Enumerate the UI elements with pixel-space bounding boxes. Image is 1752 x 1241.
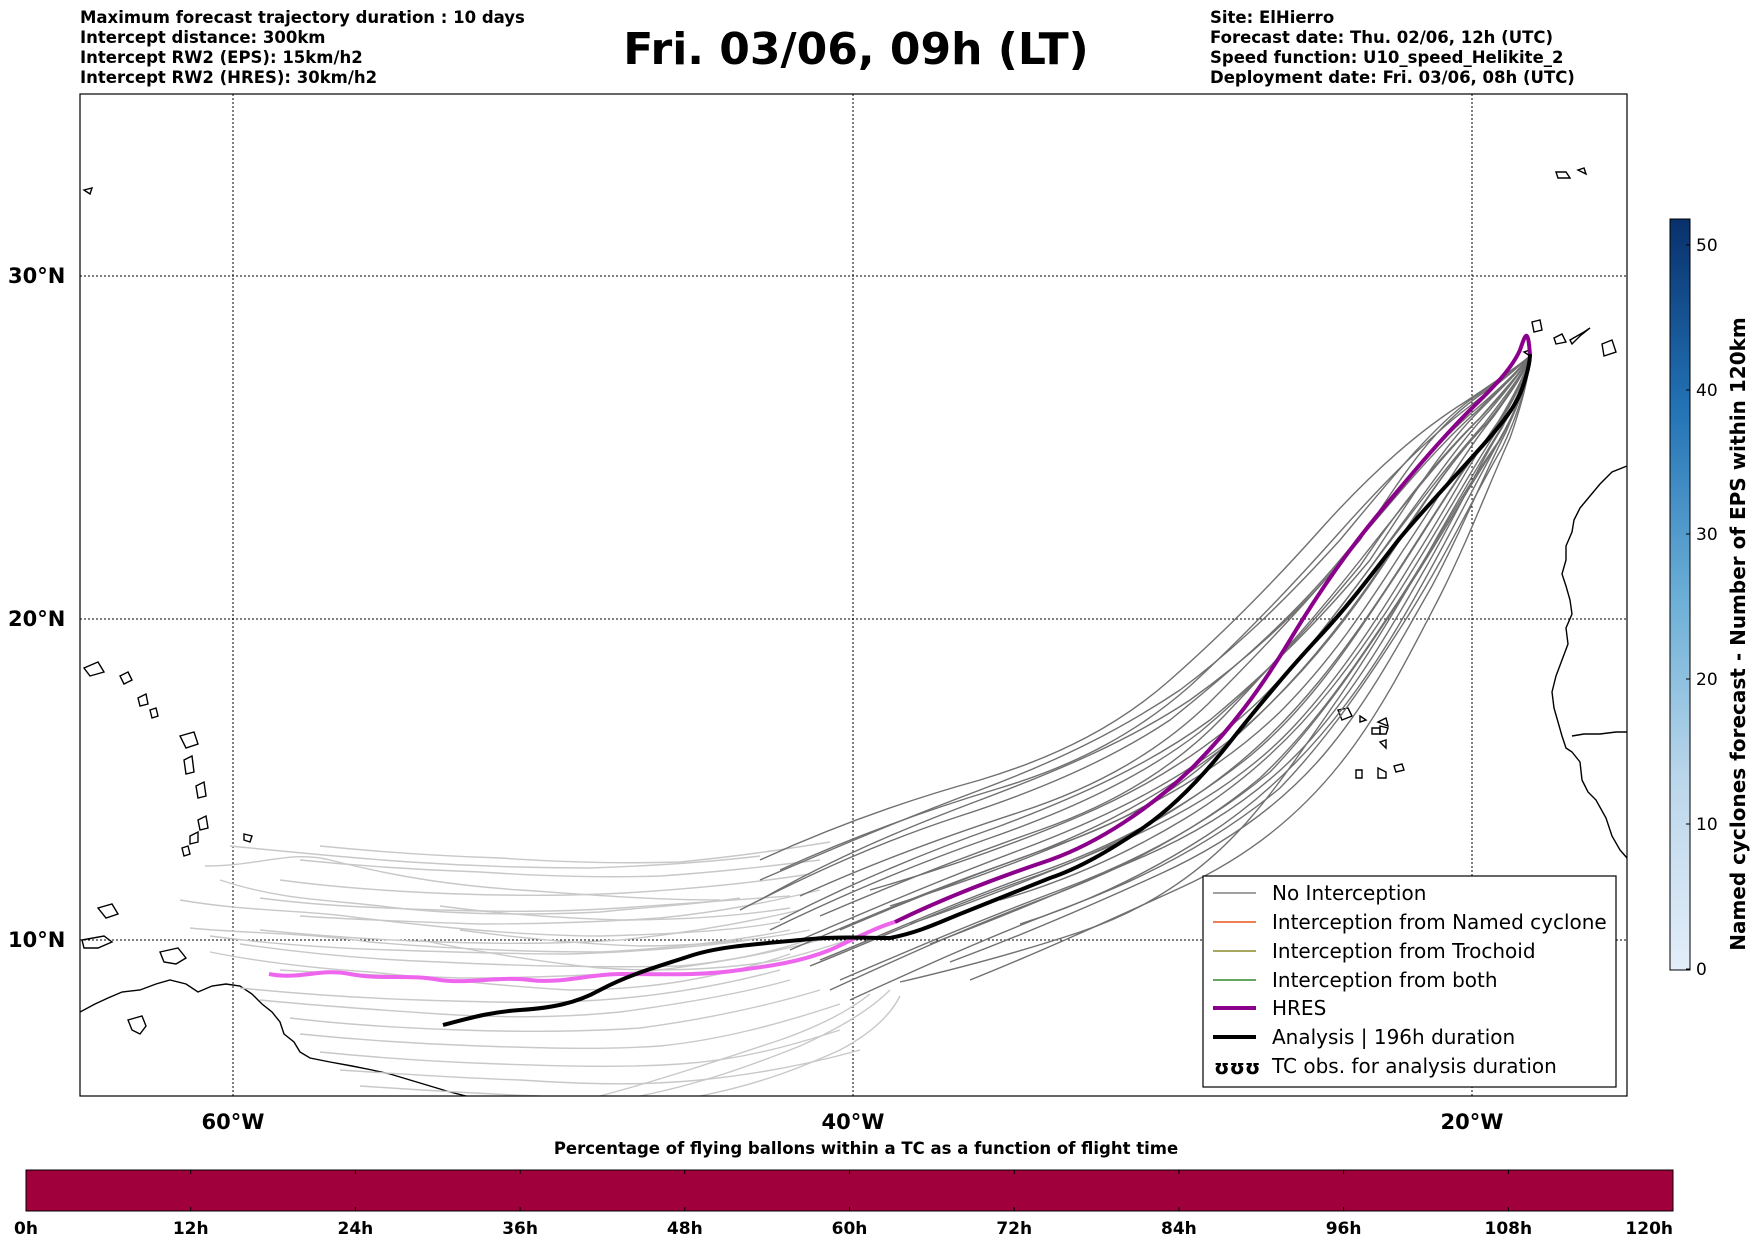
lon-label-40w: 40°W	[822, 1110, 885, 1134]
legend-symbol-tc-obs: ʊʊʊ	[1214, 1055, 1260, 1079]
bottom-tick-120h: 120h	[1625, 1219, 1673, 1239]
colorbar-tick-30: 30	[1696, 525, 1718, 545]
hres-trajectory-early	[268, 920, 896, 984]
legend-label-both: Interception from both	[1272, 968, 1498, 992]
legend-label-named-cyclone: Interception from Named cyclone	[1272, 910, 1607, 934]
bottom-tick-36h: 36h	[502, 1219, 538, 1239]
legend-label-tc-obs: TC obs. for analysis duration	[1271, 1054, 1557, 1078]
lat-label-10n: 10°N	[8, 928, 65, 952]
bottom-tick-96h: 96h	[1326, 1219, 1362, 1239]
bottom-tick-12h: 12h	[173, 1219, 209, 1239]
legend-label-hres: HRES	[1272, 996, 1326, 1020]
bottom-tick-72h: 72h	[996, 1219, 1032, 1239]
lon-label-20w: 20°W	[1441, 1110, 1504, 1134]
bottom-tick-48h: 48h	[667, 1219, 703, 1239]
intercept-eps-text: Intercept RW2 (EPS): 15km/h2	[80, 48, 363, 67]
bottom-colorbar: Percentage of flying ballons within a TC…	[14, 1139, 1674, 1239]
eps-trajectories-no-interception	[739, 355, 1531, 1001]
colorbar-tick-0: 0	[1696, 960, 1707, 980]
bottom-tick-0h: 0h	[14, 1219, 38, 1239]
bottom-tick-108h: 108h	[1485, 1219, 1533, 1239]
page-title: Fri. 03/06, 09h (LT)	[623, 24, 1089, 75]
colorbar-gradient	[1669, 218, 1691, 971]
run-info: Maximum forecast trajectory duration : 1…	[80, 8, 525, 88]
intercept-distance-text: Intercept distance: 300km	[80, 28, 326, 47]
bottom-colorbar-bar	[25, 1169, 1674, 1212]
colorbar-tick-40: 40	[1696, 381, 1718, 401]
legend-label-no-interception: No Interception	[1272, 881, 1426, 905]
max-duration-text: Maximum forecast trajectory duration : 1…	[80, 8, 525, 27]
lon-label-60w: 60°W	[202, 1110, 265, 1134]
hres-trajectory	[894, 333, 1532, 924]
site-info: Site: ElHierro Forecast date: Thu. 02/06…	[1210, 8, 1575, 88]
site-text: Site: ElHierro	[1210, 8, 1335, 27]
forecast-date-text: Forecast date: Thu. 02/06, 12h (UTC)	[1210, 28, 1554, 47]
deployment-date-text: Deployment date: Fri. 03/06, 08h (UTC)	[1210, 68, 1575, 87]
analysis-trajectory	[442, 353, 1532, 1027]
bottom-tick-84h: 84h	[1161, 1219, 1197, 1239]
legend-box	[1202, 875, 1617, 1088]
intercept-hres-text: Intercept RW2 (HRES): 30km/h2	[80, 68, 378, 87]
right-colorbar: 0 10 20 30 40 50 Named cyclones forecast…	[1669, 218, 1750, 980]
bottom-tick-24h: 24h	[338, 1219, 374, 1239]
colorbar-tick-50: 50	[1696, 236, 1718, 256]
lat-label-20n: 20°N	[8, 607, 65, 631]
colorbar-tick-10: 10	[1696, 815, 1718, 835]
legend-label-analysis: Analysis | 196h duration	[1272, 1025, 1515, 1049]
bottom-tick-60h: 60h	[832, 1219, 868, 1239]
colorbar-tick-20: 20	[1696, 670, 1718, 690]
colorbar-label: Named cyclones forecast - Number of EPS …	[1726, 317, 1750, 951]
speed-function-text: Speed function: U10_speed_Helikite_2	[1210, 48, 1564, 67]
bottom-colorbar-ticks	[190, 1170, 1509, 1211]
legend-label-trochoid: Interception from Trochoid	[1272, 939, 1536, 963]
eps-trajectories-light	[179, 841, 901, 1096]
legend: No Interception Interception from Named …	[1202, 875, 1617, 1088]
lat-label-30n: 30°N	[8, 264, 65, 288]
bottom-colorbar-title: Percentage of flying ballons within a TC…	[554, 1139, 1178, 1158]
map-frame	[79, 93, 1628, 1097]
